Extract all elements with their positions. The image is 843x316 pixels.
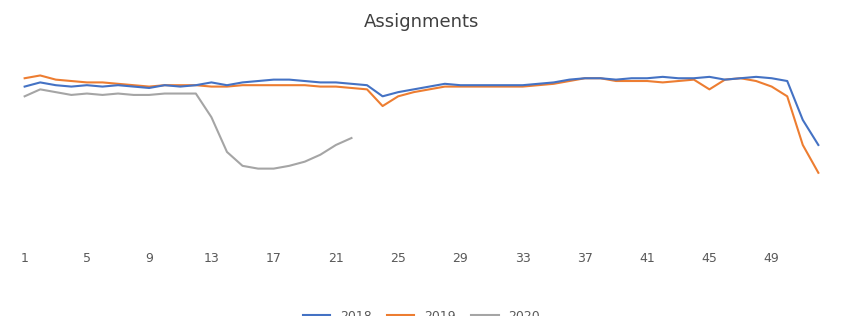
2020 xyxy=(35,88,46,91)
2019 xyxy=(813,171,824,175)
2020 xyxy=(346,136,357,140)
2019 xyxy=(19,76,30,80)
2019 xyxy=(409,90,419,94)
2020 xyxy=(238,164,248,168)
Line: 2019: 2019 xyxy=(24,76,819,173)
2020 xyxy=(51,90,61,94)
2020 xyxy=(19,94,30,98)
2019 xyxy=(35,74,46,77)
2020 xyxy=(269,167,279,171)
2018 xyxy=(658,75,668,79)
2020 xyxy=(128,93,138,97)
Title: Assignments: Assignments xyxy=(364,13,479,31)
2020 xyxy=(98,93,108,97)
2018 xyxy=(393,90,403,94)
2020 xyxy=(300,160,310,164)
2020 xyxy=(175,92,185,95)
2020 xyxy=(191,92,201,95)
2018 xyxy=(19,85,30,88)
2018 xyxy=(533,82,543,86)
2018 xyxy=(82,83,92,87)
2020 xyxy=(315,153,325,157)
2019 xyxy=(766,85,776,88)
2020 xyxy=(159,92,169,95)
2018 xyxy=(502,83,513,87)
2020 xyxy=(67,93,77,97)
2020 xyxy=(222,150,232,154)
2020 xyxy=(207,115,217,119)
2019 xyxy=(549,82,559,86)
2019 xyxy=(98,81,108,84)
2020 xyxy=(284,164,294,168)
2018 xyxy=(813,143,824,147)
Legend: 2018, 2019, 2020: 2018, 2019, 2020 xyxy=(298,305,545,316)
Line: 2018: 2018 xyxy=(24,77,819,145)
2019 xyxy=(518,85,528,88)
2020 xyxy=(144,93,154,97)
2018 xyxy=(766,76,776,80)
2020 xyxy=(113,92,123,95)
2020 xyxy=(330,143,341,147)
2020 xyxy=(82,92,92,95)
2019 xyxy=(315,85,325,88)
2020 xyxy=(253,167,263,171)
2018 xyxy=(300,79,310,83)
Line: 2020: 2020 xyxy=(24,89,352,169)
